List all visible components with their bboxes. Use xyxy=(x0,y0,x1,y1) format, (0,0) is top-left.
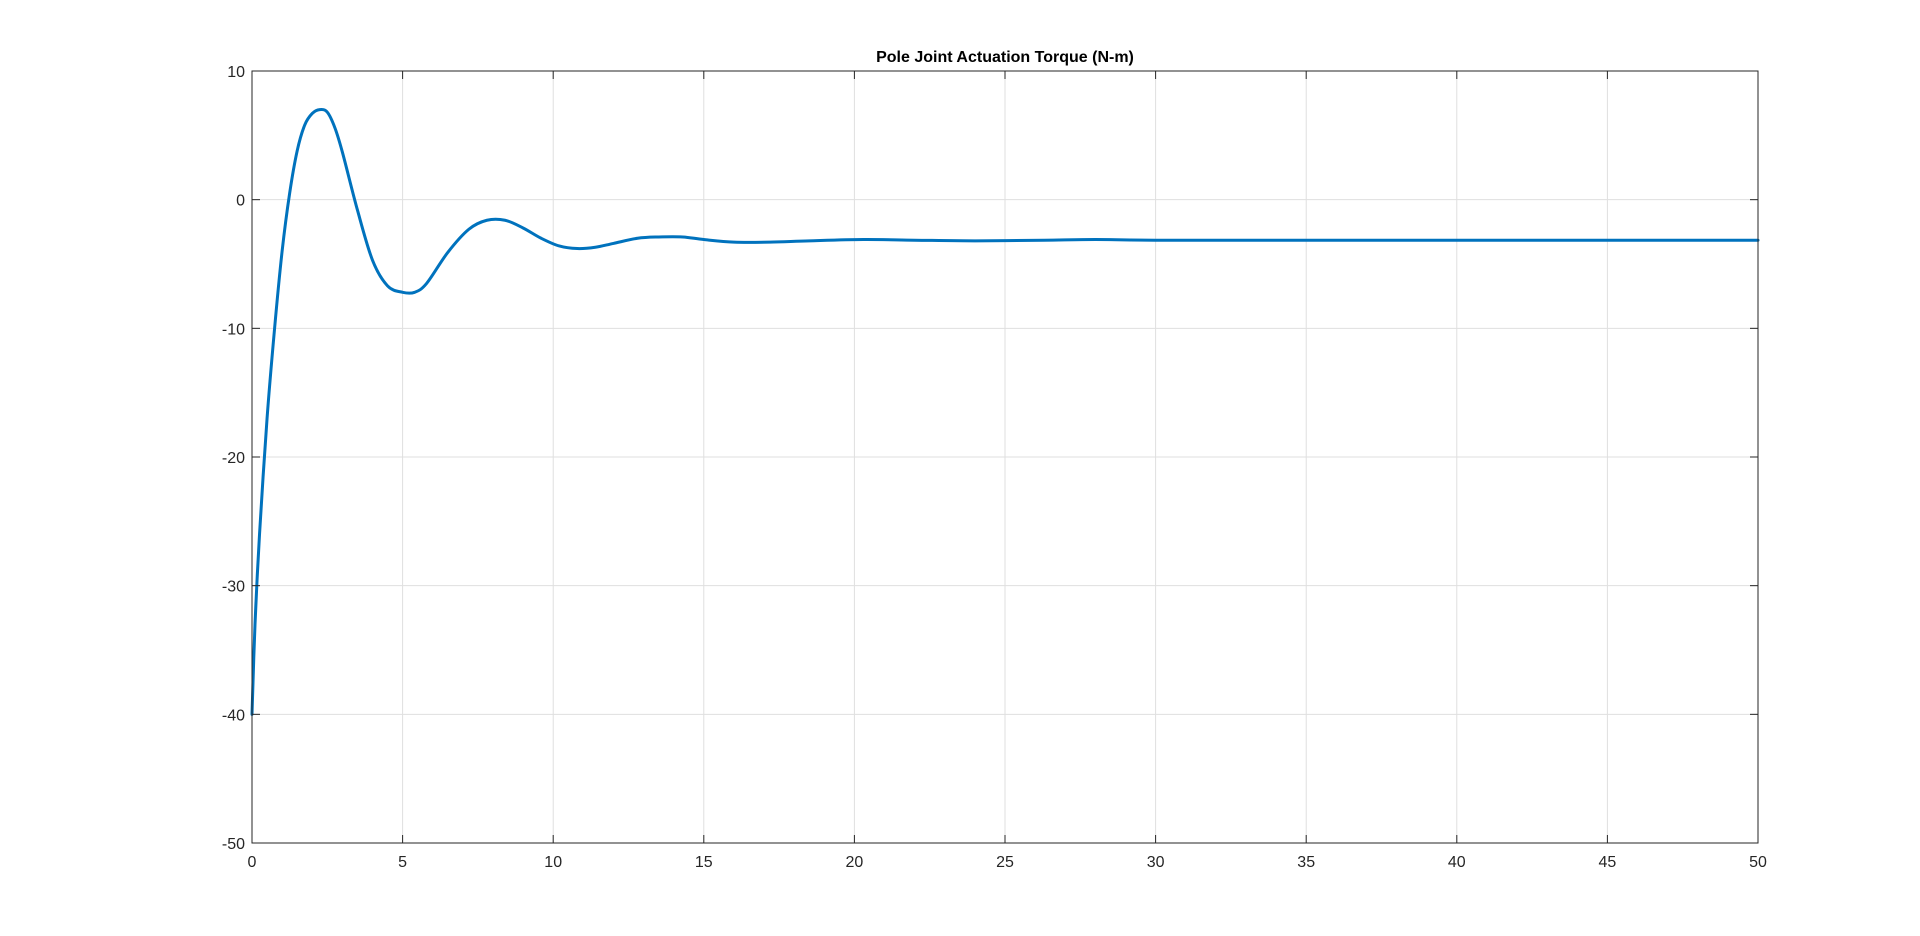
x-tick-label: 20 xyxy=(846,854,864,871)
x-tick-label: 0 xyxy=(248,854,257,871)
y-tick-label: -10 xyxy=(222,321,245,338)
ticks xyxy=(251,70,1759,844)
x-tick-label: 50 xyxy=(1749,854,1767,871)
y-tick-label: -40 xyxy=(222,707,245,724)
x-tick-label: 5 xyxy=(398,854,407,871)
series-layer xyxy=(250,107,1760,716)
grid xyxy=(252,71,1758,843)
x-tick-label: 35 xyxy=(1297,854,1315,871)
series-line-0 xyxy=(250,107,1760,716)
x-tick-label: 10 xyxy=(544,854,562,871)
y-tick-label: 10 xyxy=(227,64,245,81)
y-tick-label: 0 xyxy=(236,193,245,210)
y-tick-label: -20 xyxy=(222,450,245,467)
y-tick-label: -50 xyxy=(222,836,245,853)
x-tick-label: 30 xyxy=(1147,854,1165,871)
chart-title: Pole Joint Actuation Torque (N-m) xyxy=(876,49,1134,66)
tick-labels: 0 5 10 15 20 25 30 35 40 45 50 -50 -40 -30 -20 -10 0 10 xyxy=(222,64,1767,871)
x-tick-label: 15 xyxy=(695,854,713,871)
x-tick-label: 45 xyxy=(1599,854,1617,871)
x-tick-label: 25 xyxy=(996,854,1014,871)
x-tick-label: 40 xyxy=(1448,854,1466,871)
y-tick-label: -30 xyxy=(222,579,245,596)
